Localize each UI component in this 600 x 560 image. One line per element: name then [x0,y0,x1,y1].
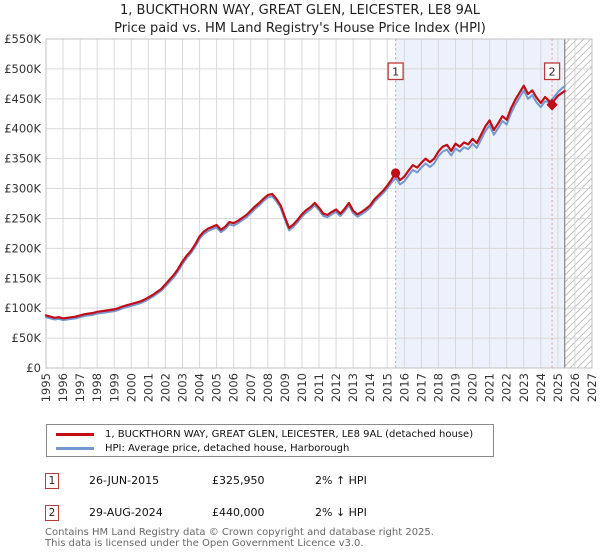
footer-line-2: This data is licensed under the Open Gov… [45,538,364,549]
svg-text:2013: 2013 [346,373,360,402]
x-axis-tick-labels: 1995 1996 1997 1998 1999 2000 2001 2002 2003 2004… [39,373,599,402]
svg-text:2015: 2015 [380,373,394,402]
legend-row-hpi: HPI: Average price, detached house, Harb… [56,441,493,455]
sale-badge-2-box [543,62,561,81]
svg-text:2018: 2018 [431,373,445,402]
svg-text:2005: 2005 [210,373,224,402]
svg-text:2003: 2003 [176,373,190,402]
shaded-region [395,39,565,368]
svg-text:2020: 2020 [466,373,480,402]
sale-marker-1 [391,168,401,178]
svg-text:2004: 2004 [193,373,207,402]
svg-text:2021: 2021 [483,373,497,402]
sale-2-price: £440,000 [212,506,265,519]
svg-text:2014: 2014 [363,373,377,402]
svg-text:1997: 1997 [73,373,87,402]
svg-text:2027: 2027 [585,373,599,402]
svg-text:2006: 2006 [227,373,241,402]
svg-text:£400K: £400K [4,122,41,136]
svg-text:2000: 2000 [124,373,138,402]
hpi-line [45,85,566,322]
sale-1-badge: 1 [45,473,59,489]
license-footer: Contains HM Land Registry data © Crown c… [45,527,434,549]
svg-text:1996: 1996 [56,373,70,402]
sale-badge-2-number: 2 [549,66,556,79]
price-chart: 1 2 £0 £50K £100K £150K £200K £250K £300K £350K £4… [4,32,599,402]
sale-badge-1-number: 1 [392,66,399,79]
svg-text:£300K: £300K [4,182,41,196]
sale-annotation-row-1: 1 26-JUN-2015 £325,950 2% ↑ HPI [45,473,367,489]
svg-text:1999: 1999 [107,373,121,402]
svg-text:2002: 2002 [158,373,172,402]
page-subtitle: Price paid vs. HM Land Registry's House … [114,21,486,36]
svg-text:£550K: £550K [4,32,41,46]
svg-text:1998: 1998 [90,373,104,402]
plot-frame [45,38,593,369]
property-line-swatch [56,432,94,436]
sale-2-date: 29-AUG-2024 [89,506,163,519]
sale-1-hpi-delta: 2% ↑ HPI [315,474,367,487]
legend-label-hpi: HPI: Average price, detached house, Harb… [105,442,350,454]
svg-text:2001: 2001 [141,373,155,402]
svg-text:£250K: £250K [4,211,41,225]
legend-label-property: 1, BUCKTHORN WAY, GREAT GLEN, LEICESTER,… [105,428,474,440]
svg-text:2008: 2008 [261,373,275,402]
legend-row-property: 1, BUCKTHORN WAY, GREAT GLEN, LEICESTER,… [56,427,493,441]
footer-line-1: Contains HM Land Registry data © Crown c… [45,527,434,538]
svg-text:£150K: £150K [4,271,41,285]
y-axis-tick-labels: £0 £50K £100K £150K £200K £250K £300K £350K £400… [4,32,41,375]
sale-1-price: £325,950 [212,474,265,487]
sale-2-hpi-delta: 2% ↓ HPI [315,506,367,519]
sale-2-badge: 2 [45,505,59,521]
svg-text:2025: 2025 [551,373,565,402]
svg-text:1995: 1995 [39,373,53,402]
svg-text:£450K: £450K [4,92,41,106]
svg-text:£350K: £350K [4,152,41,166]
svg-text:2017: 2017 [414,373,428,402]
svg-text:2026: 2026 [568,373,582,402]
svg-text:2010: 2010 [295,373,309,402]
chart-legend: 1, BUCKTHORN WAY, GREAT GLEN, LEICESTER,… [46,424,494,457]
svg-text:2023: 2023 [517,373,531,402]
svg-text:£500K: £500K [4,62,41,76]
svg-text:£200K: £200K [4,241,41,255]
sale-annotation-row-2: 2 29-AUG-2024 £440,000 2% ↓ HPI [45,505,367,521]
sale-1-date: 26-JUN-2015 [89,474,160,487]
future-hatch-region [564,39,592,368]
svg-text:2022: 2022 [500,373,514,402]
svg-text:£100K: £100K [4,301,41,315]
hpi-line-swatch [56,446,94,450]
svg-text:2016: 2016 [397,373,411,402]
svg-text:2012: 2012 [329,373,343,402]
page-title: 1, BUCKTHORN WAY, GREAT GLEN, LEICESTER,… [120,3,480,18]
sale-marker-2 [546,98,558,111]
svg-text:2009: 2009 [278,373,292,402]
svg-text:£50K: £50K [12,331,42,345]
svg-text:2011: 2011 [312,373,326,402]
property-line [44,84,566,320]
svg-text:£0: £0 [26,361,41,375]
svg-text:2007: 2007 [244,373,258,402]
svg-text:2024: 2024 [534,373,548,402]
svg-text:2019: 2019 [449,373,463,402]
sale-badge-1-box [387,62,404,81]
